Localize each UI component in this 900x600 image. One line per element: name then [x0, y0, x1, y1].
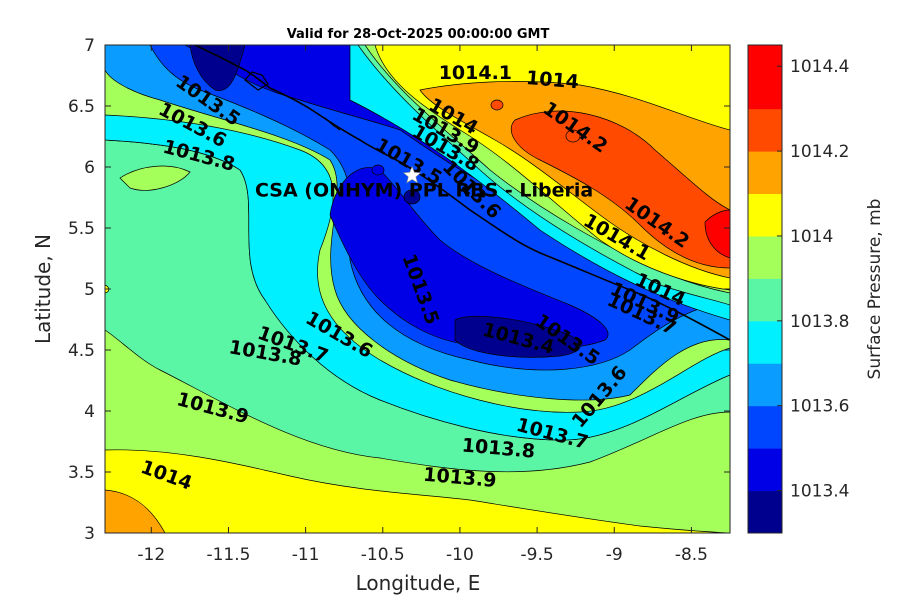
plot-area: 1014.1 101410141013.91013.81013.51013.610… [104, 44, 731, 534]
colorbar-segment [748, 193, 782, 237]
closed-contour [403, 189, 421, 205]
closed-contour [565, 129, 581, 143]
chart-title: Valid for 28-Oct-2025 00:00:00 GMT [287, 27, 550, 42]
colorbar-tick-label: 1014.4 [790, 57, 849, 77]
x-tick-label: -10.5 [361, 545, 405, 565]
colorbar-tick-label: 1014.2 [790, 142, 849, 162]
colorbar-segment [748, 320, 782, 364]
contour-label: 1014.1 [439, 62, 512, 84]
closed-contour [371, 164, 385, 176]
colorbar-tick-label: 1014 [790, 227, 833, 247]
colorbar-tick-label: 1013.6 [790, 397, 849, 417]
band-1014-south [105, 449, 730, 533]
colorbar-segment [748, 363, 782, 407]
closed-contour [490, 99, 504, 111]
site-star-icon [402, 165, 422, 184]
y-tick-label: 3.5 [68, 463, 95, 483]
x-tick-label: -11.5 [206, 545, 250, 565]
y-tick-label: 6 [84, 158, 95, 178]
contour-label: 1014 [525, 67, 580, 94]
colorbar-segment [748, 490, 782, 534]
colorbar-label: Surface Pressure, mb [865, 199, 885, 380]
colorbar-segment [748, 108, 782, 152]
site-name: CSA (ONHYM) PPL RBS - Liberia [255, 180, 593, 202]
y-tick-label: 4.5 [68, 341, 95, 361]
band-1014.2-east [510, 110, 730, 269]
band-1013.3-south [454, 316, 581, 358]
x-tick-label: -11 [292, 545, 320, 565]
colorbar-segment [748, 151, 782, 195]
colorbar-segment [748, 235, 782, 279]
band-1013.4-south [329, 167, 609, 350]
y-axis-label: Latitude, N [31, 234, 55, 344]
y-tick-label: 5.5 [68, 219, 95, 239]
y-tick-label: 3 [84, 524, 95, 544]
colorbar-tick-label: 1013.8 [790, 312, 849, 332]
x-tick-label: -12 [137, 545, 165, 565]
x-axis: -12 -11.5 -11 -10.5 -10 -9.5 -9 -8.5 [137, 45, 708, 565]
y-tick-label: 5 [84, 280, 95, 300]
y-tick-label: 7 [84, 36, 95, 56]
coastline [194, 45, 730, 341]
x-tick-label: -9 [606, 545, 623, 565]
colorbar-segment [748, 448, 782, 492]
coastline-detail [244, 71, 341, 131]
y-axis: 3 3.5 4 4.5 5 5.5 6 6.5 7 [68, 36, 730, 544]
x-tick-label: -8.5 [675, 545, 708, 565]
x-axis-label: Longitude, E [356, 571, 481, 595]
colorbar-segment [748, 45, 782, 110]
contour-field [105, 45, 730, 533]
colorbar-tick-label: 1013.4 [790, 482, 849, 502]
colorbar: 1013.4 1013.6 1013.8 1014 1014.2 1014.4 [747, 44, 849, 534]
x-tick-label: -9.5 [521, 545, 554, 565]
y-tick-label: 6.5 [68, 97, 95, 117]
site-layer: CSA (ONHYM) PPL RBS - Liberia [255, 165, 593, 202]
band-1013.3-north [189, 45, 246, 91]
colorbar-frame [747, 44, 783, 534]
x-tick-label: -10 [446, 545, 474, 565]
band-1014.3-east [704, 209, 730, 259]
colorbar-segment [748, 278, 782, 322]
y-tick-label: 4 [84, 402, 95, 422]
colorbar-segment [748, 405, 782, 449]
closed-contour [119, 165, 191, 191]
